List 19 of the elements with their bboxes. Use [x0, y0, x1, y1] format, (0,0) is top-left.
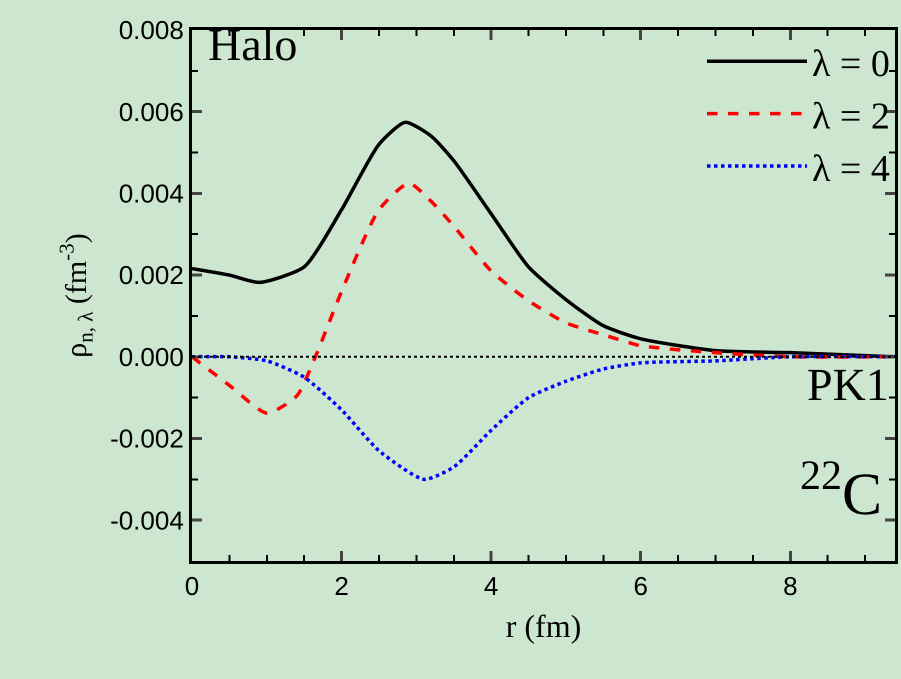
- annotation: Halo: [208, 19, 298, 70]
- legend-label: λ = 0: [812, 43, 890, 86]
- y-tick-label: 0.000: [118, 342, 184, 372]
- y-tick-label: 0.008: [118, 15, 184, 46]
- x-tick-label: 4: [484, 571, 498, 602]
- x-axis-title: r (fm): [506, 608, 582, 644]
- x-tick-label: 2: [334, 571, 349, 602]
- legend-label: λ = 4: [812, 148, 890, 190]
- y-tick-label: 0.006: [118, 96, 184, 127]
- x-tick-label: 6: [633, 571, 648, 602]
- y-tick-label: 0.004: [118, 178, 184, 208]
- y-tick-label: -0.004: [110, 505, 184, 536]
- x-tick-label: 8: [783, 571, 798, 602]
- y-tick-label: 0.002: [118, 260, 184, 290]
- y-tick-label: -0.002: [110, 424, 184, 454]
- x-tick-label: 0: [184, 571, 200, 602]
- legend-label: λ = 2: [812, 95, 890, 138]
- annotation: $^{22}$C: [800, 453, 882, 528]
- annotation: PK1: [807, 359, 889, 410]
